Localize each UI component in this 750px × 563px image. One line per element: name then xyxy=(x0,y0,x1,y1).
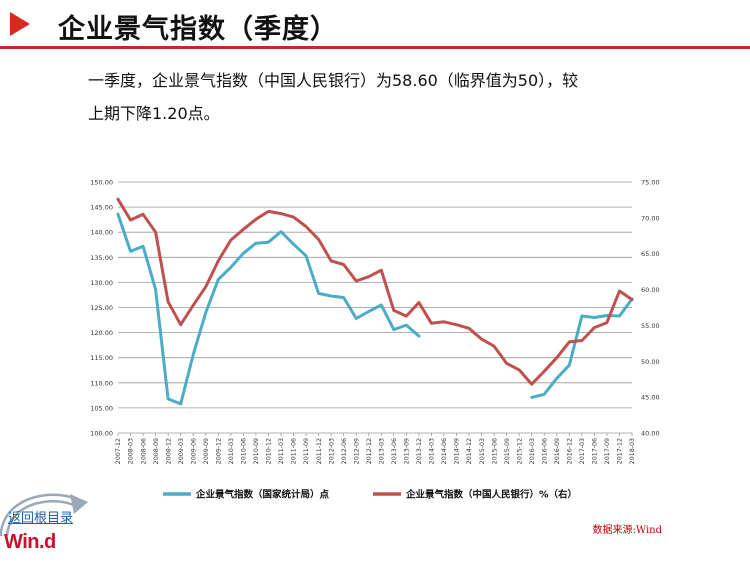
x-tick-label: 2011-06 xyxy=(291,438,298,464)
title-bar: 企业景气指数（季度） xyxy=(0,0,750,50)
x-tick-label: 2012-06 xyxy=(341,438,348,464)
x-tick-label: 2013-09 xyxy=(404,438,411,464)
y-left-tick-label: 105.00 xyxy=(90,404,113,412)
summary-line-1: 一季度，企业景气指数（中国人民银行）为58.60（临界值为50），较 xyxy=(88,71,579,90)
x-tick-label: 2014-12 xyxy=(466,438,473,464)
y-left-tick-label: 120.00 xyxy=(90,329,113,337)
x-tick-label: 2007-12 xyxy=(115,438,122,464)
x-tick-label: 2013-06 xyxy=(391,438,398,464)
x-tick-label: 2011-12 xyxy=(316,438,323,464)
x-tick-label: 2017-12 xyxy=(617,438,624,464)
x-tick-label: 2017-06 xyxy=(592,438,599,464)
x-tick-label: 2009-12 xyxy=(215,438,222,464)
y-left-tick-label: 135.00 xyxy=(90,254,113,262)
x-tick-label: 2017-03 xyxy=(579,438,586,464)
line-chart: 150.00 145.00 140.00 135.00 130.00 125.00 120.… xyxy=(90,179,660,501)
x-tick-label: 2008-06 xyxy=(140,438,147,464)
x-tick-label: 2015-06 xyxy=(491,438,498,464)
x-tick-label: 2009-06 xyxy=(190,438,197,464)
x-tick-label: 2018-03 xyxy=(629,438,636,464)
x-tick-label: 2010-12 xyxy=(266,438,273,464)
y-left-tick-label: 145.00 xyxy=(90,204,113,212)
x-tick-label: 2013-12 xyxy=(416,438,423,464)
x-tick-label: 2014-03 xyxy=(429,438,436,464)
x-tick-label: 2008-03 xyxy=(128,438,135,464)
y-left-tick-label: 110.00 xyxy=(90,379,113,387)
summary-text: 一季度，企业景气指数（中国人民银行）为58.60（临界值为50），较 上期下降1… xyxy=(88,64,668,130)
y-left-tick-label: 130.00 xyxy=(90,279,113,287)
y-right-tick-label: 70.00 xyxy=(641,214,660,222)
y-left-tick-label: 100.00 xyxy=(90,430,113,438)
y-right-tick-label: 40.00 xyxy=(641,430,660,438)
x-tick-label: 2015-12 xyxy=(516,438,523,464)
x-tick-label: 2016-06 xyxy=(541,438,548,464)
summary-line-2: 上期下降1.20点。 xyxy=(88,104,220,123)
y-right-tick-label: 55.00 xyxy=(641,322,660,330)
x-tick-label: 2012-12 xyxy=(366,438,373,464)
x-tick-label: 2010-03 xyxy=(228,438,235,464)
y-right-tick-label: 45.00 xyxy=(641,394,660,402)
data-source: 数据来源:Wind xyxy=(592,525,662,536)
curved-arrow-icon xyxy=(0,493,88,536)
x-tick-label: 2016-03 xyxy=(529,438,536,464)
x-tick-label: 2017-09 xyxy=(604,438,611,464)
y-right-tick-label: 65.00 xyxy=(641,250,660,258)
y-right-tick-label: 50.00 xyxy=(641,358,660,366)
legend-label-1: 企业景气指数（国家统计局）点 xyxy=(195,489,330,501)
x-tick-label: 2013-03 xyxy=(378,438,385,464)
series-line-1 xyxy=(530,297,634,399)
x-tick-label: 2008-09 xyxy=(153,438,160,464)
y-left-tick-label: 125.00 xyxy=(90,304,113,312)
title-arrow-icon xyxy=(10,12,30,36)
wind-logo: Win.d xyxy=(4,531,56,553)
y-right-tick-label: 60.00 xyxy=(641,286,660,294)
x-tick-label: 2014-09 xyxy=(454,438,461,464)
x-tick-label: 2008-12 xyxy=(165,438,172,464)
x-tick-label: 2012-09 xyxy=(353,438,360,464)
x-tick-label: 2011-03 xyxy=(278,438,285,464)
x-tick-label: 2010-09 xyxy=(253,438,260,464)
back-to-root-button[interactable]: 返回根目录 Win.d xyxy=(0,490,90,560)
y-right-tick-label: 75.00 xyxy=(641,179,660,187)
y-left-tick-label: 140.00 xyxy=(90,229,113,237)
x-tick-label: 2016-09 xyxy=(554,438,561,464)
x-tick-label: 2010-06 xyxy=(241,438,248,464)
series-line-1 xyxy=(116,212,421,406)
x-tick-label: 2012-03 xyxy=(328,438,335,464)
x-tick-label: 2009-09 xyxy=(203,438,210,464)
y-left-tick-label: 115.00 xyxy=(90,354,113,362)
title-divider xyxy=(0,46,750,49)
x-tick-label: 2015-09 xyxy=(504,438,511,464)
x-tick-label: 2009-03 xyxy=(178,438,185,464)
x-tick-label: 2011-09 xyxy=(303,438,310,464)
back-to-root-label[interactable]: 返回根目录 xyxy=(8,511,74,526)
x-tick-label: 2014-06 xyxy=(441,438,448,464)
x-tick-label: 2016-12 xyxy=(567,438,574,464)
x-tick-label: 2015-03 xyxy=(479,438,486,464)
legend-label-2: 企业景气指数（中国人民银行）%（右） xyxy=(405,489,577,501)
series-line-2 xyxy=(116,197,634,386)
page-title: 企业景气指数（季度） xyxy=(58,14,338,45)
y-left-tick-label: 150.00 xyxy=(90,179,113,187)
